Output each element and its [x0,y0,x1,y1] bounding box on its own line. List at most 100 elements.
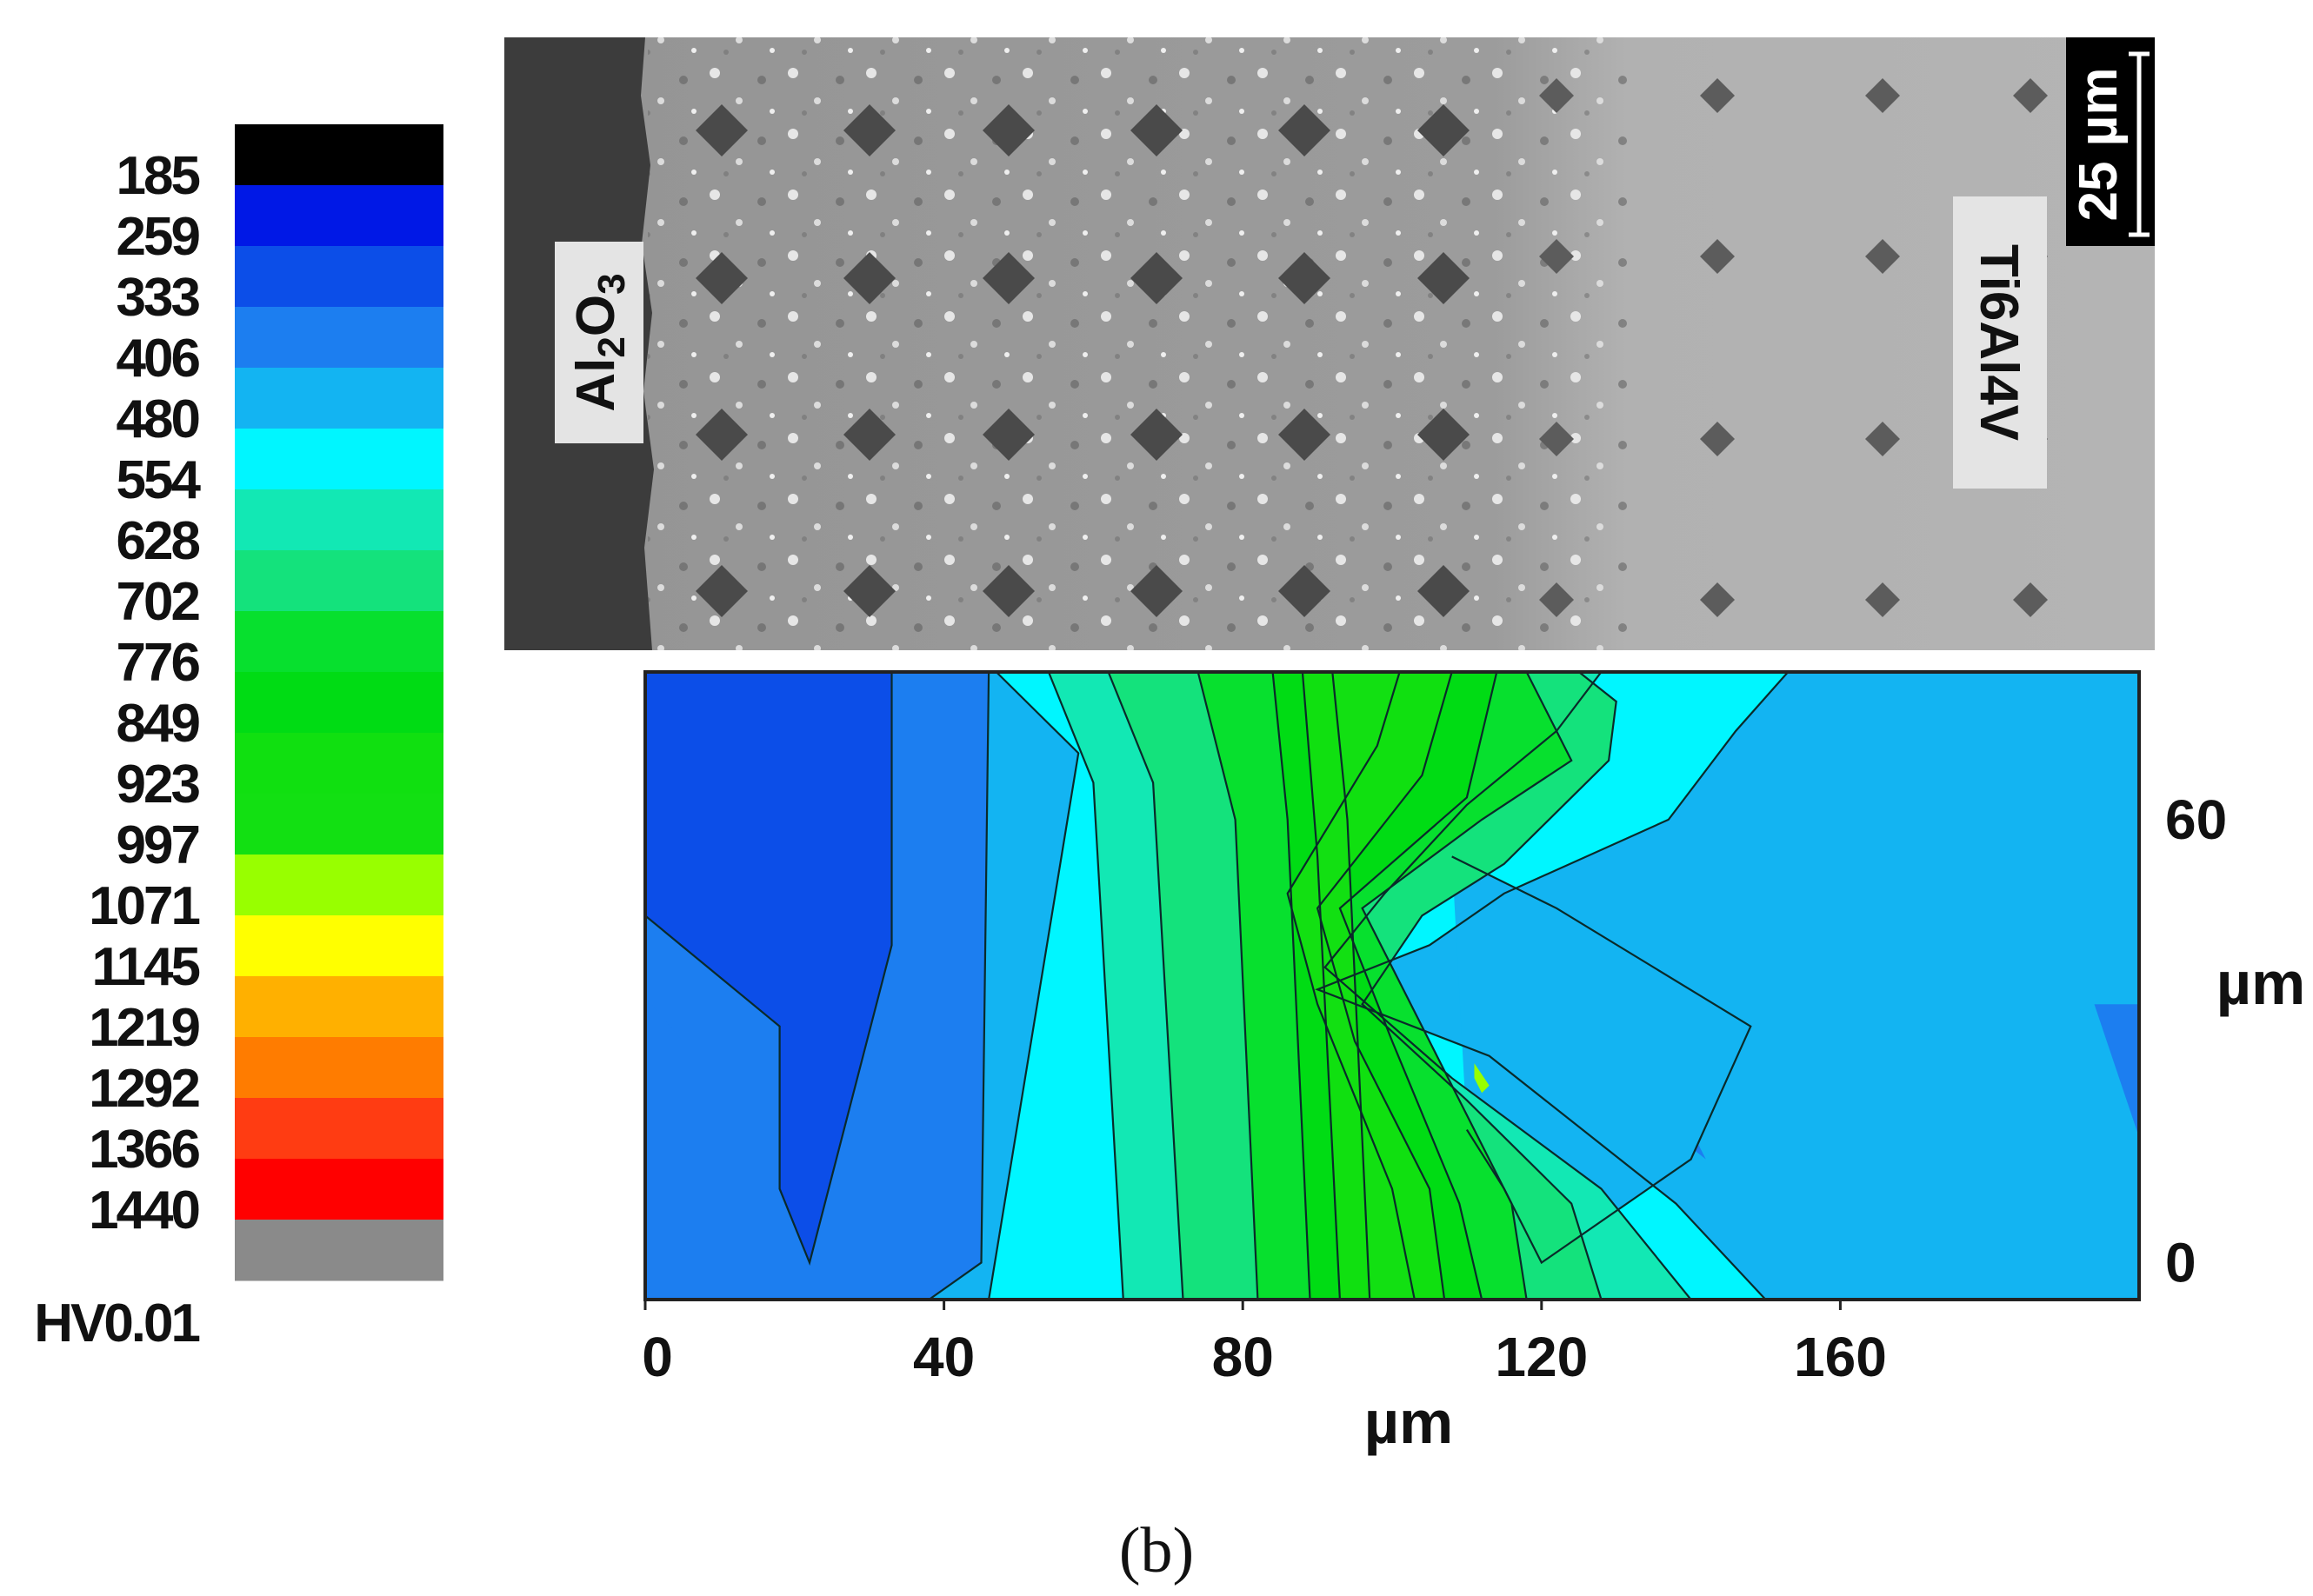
contour-region-14 [1474,1063,1490,1094]
colorbar-level-label: 333 [117,268,200,328]
indent-mark [696,104,748,156]
contour-line-15 [645,672,893,1266]
indent-mark [1700,78,1735,113]
indent-mark [983,409,1035,461]
contour-region-3 [645,996,683,1115]
colorbar-level-label: 554 [117,450,202,510]
contour-line-4 [1271,672,1311,1300]
contour-lines [645,672,1790,1300]
contour-line-1 [1047,672,1124,1300]
colorbar-swatch [235,794,443,855]
contour-line-11 [1338,672,1498,1300]
indent-mark [843,409,896,461]
scale-bar-label: 25 µm [2069,67,2129,221]
contour-line-3 [1196,672,1259,1300]
colorbar-swatch [235,1037,443,1099]
micrograph: Al2O3 Ti6Al4V 25 µm [504,37,2155,650]
colorbar-swatch [235,246,443,308]
x-tick-label: 40 [913,1326,975,1388]
colorbar-labels: 1852593334064805546287027768499239971071… [89,146,203,1240]
colorbar-swatch [235,550,443,612]
y-tick-label: 0 [2165,1232,2196,1294]
contour-line-8 [1323,672,1692,1300]
y-axis-ticks: 60 0 [2165,788,2227,1294]
colorbar-level-label: 702 [117,572,199,632]
colorbar-swatch [235,976,443,1038]
contour-plot [645,672,2139,1300]
colorbar-swatch [235,429,443,490]
indent-marks [696,78,2048,617]
colorbar-swatch [235,733,443,795]
colorbar-swatch [235,307,443,369]
indent-mark [1865,582,1900,617]
colorbar-swatch [235,611,443,673]
colorbar [235,124,443,1281]
colorbar-level-label: 1440 [89,1180,198,1240]
contour-line-14 [928,672,990,1300]
contour-line-0 [988,672,1080,1300]
indent-mark [1130,409,1183,461]
indent-mark [1278,565,1330,617]
contour-regions [645,672,2139,1300]
indent-mark [1539,239,1574,274]
indent-mark [696,252,748,304]
colorbar-swatch [235,915,443,977]
x-axis-label: µm [1364,1388,1454,1456]
indent-mark [1539,78,1574,113]
indent-mark [2013,78,2048,113]
indent-mark [1417,104,1470,156]
indent-mark [1130,565,1183,617]
colorbar-swatch [235,124,443,186]
colorbar-level-label: 1219 [89,998,199,1058]
colorbar-level-label: 406 [117,329,200,389]
colorbar-swatch [235,185,443,247]
indent-mark [1417,409,1470,461]
contour-line-16 [1451,855,1752,1265]
indent-mark [1130,104,1183,156]
x-axis-ticks: 0 40 80 120 160 [642,1300,1887,1388]
indent-mark [1700,239,1735,274]
colorbar-level-label: 1145 [91,937,199,997]
y-tick-label: 60 [2165,788,2227,851]
indent-mark [1700,582,1735,617]
colorbar-level-label: 1366 [89,1120,199,1180]
indent-mark [983,104,1035,156]
indent-mark [1130,252,1183,304]
micrograph-texture [648,37,1630,650]
y-axis-label: µm [2216,949,2306,1017]
colorbar-unit-label: HV0.01 [34,1293,199,1353]
colorbar-level-label: 1071 [89,876,199,936]
colorbar-level-label: 776 [117,633,200,693]
label-box-ti6al4v [1953,196,2047,489]
x-tick-label: 80 [1212,1326,1274,1388]
panel-label: (b) [1119,1515,1194,1586]
colorbar-swatch [235,672,443,734]
colorbar-level-label: 997 [117,815,199,875]
indent-mark [696,565,748,617]
indent-mark [1417,565,1470,617]
indent-mark [2013,582,2048,617]
indent-mark [1865,422,1900,456]
colorbar-level-label: 849 [117,694,200,754]
contour-line-9 [1361,672,1617,1300]
label-box-al2o3 [555,242,643,443]
colorbar-swatch [235,489,443,551]
x-tick-label: 0 [642,1326,673,1388]
contour-region-5 [2094,1004,2139,1138]
plot-frame [643,670,2141,1301]
colorbar-swatch [235,1098,443,1160]
colorbar-level-label: 185 [117,146,200,206]
x-tick-label: 160 [1794,1326,1887,1388]
indent-mark [1700,422,1735,456]
colorbar-level-label: 923 [117,755,200,815]
contour-line-7 [1315,672,1790,1300]
indent-mark [1865,239,1900,274]
colorbar-level-label: 259 [117,207,200,267]
contour-line-12 [1316,672,1453,1300]
indent-mark [983,252,1035,304]
indent-mark [843,252,896,304]
colorbar-swatch [235,855,443,916]
indent-mark [843,104,896,156]
indent-mark [1539,422,1574,456]
